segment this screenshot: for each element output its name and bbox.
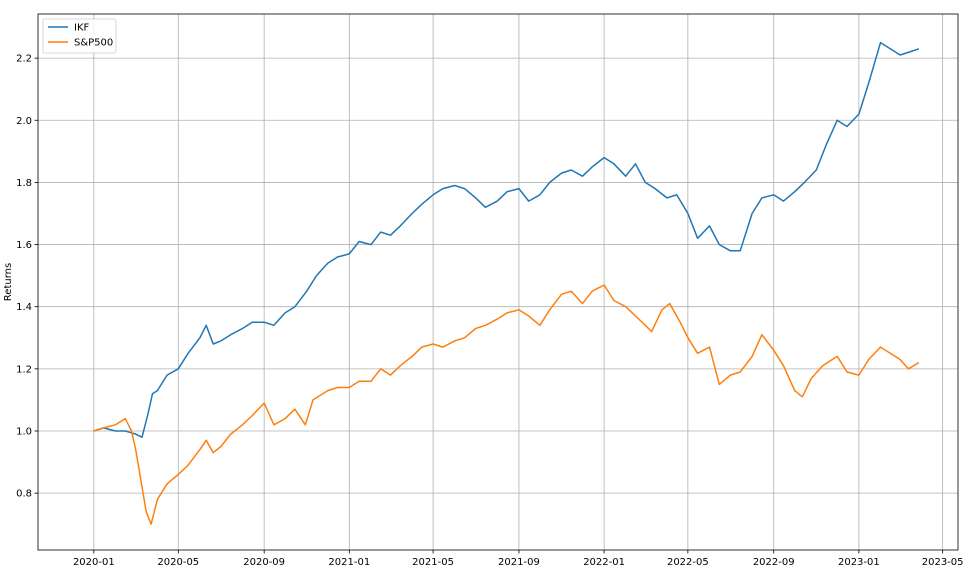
x-tick-label: 2020-05	[157, 557, 199, 568]
x-tick-label: 2022-01	[583, 557, 625, 568]
y-tick-label: 1.0	[16, 426, 32, 437]
series-line-sp500	[93, 284, 920, 525]
x-tick-label: 2023-05	[922, 557, 964, 568]
y-tick-label: 1.6	[16, 240, 32, 251]
y-axis: 0.8 1.0 1.2 1.4 1.6 1.8 2.0 2.2	[16, 54, 38, 500]
y-tick-label: 0.8	[16, 489, 32, 500]
x-tick-label: 2021-09	[498, 557, 540, 568]
y-tick-label: 1.4	[16, 302, 32, 313]
legend-label: IKF	[74, 23, 90, 34]
x-tick-label: 2022-09	[753, 557, 795, 568]
y-tick-label: 2.0	[16, 116, 32, 127]
x-tick-label: 2020-09	[243, 557, 285, 568]
plot-frame	[37, 13, 959, 551]
x-tick-label: 2022-05	[667, 557, 709, 568]
x-tick-label: 2021-01	[328, 557, 370, 568]
x-tick-label: 2023-01	[838, 557, 880, 568]
series-line-ikf	[93, 41, 920, 438]
x-tick-label: 2020-01	[73, 557, 115, 568]
grid	[38, 14, 958, 550]
series-layer	[93, 41, 920, 525]
x-tick-label: 2021-05	[412, 557, 454, 568]
x-axis: 2020-01 2020-05 2020-09 2021-01 2021-05 2021-…	[73, 550, 964, 568]
legend: IKF S&P500	[42, 18, 117, 54]
y-tick-label: 2.2	[16, 54, 32, 65]
y-tick-label: 1.2	[16, 364, 32, 375]
y-axis-label: Returns	[3, 263, 14, 301]
y-tick-label: 1.8	[16, 178, 32, 189]
legend-label: S&P500	[74, 38, 113, 49]
